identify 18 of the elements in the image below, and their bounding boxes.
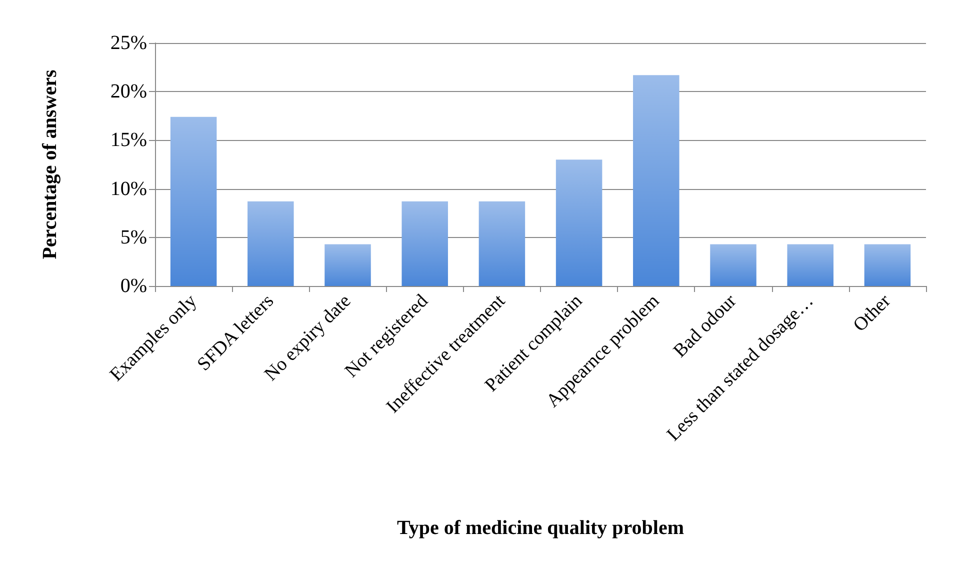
y-tick-label: 15% xyxy=(110,129,147,152)
bar xyxy=(324,244,371,286)
y-tick-label: 20% xyxy=(110,80,147,103)
y-tick-label: 5% xyxy=(120,226,147,248)
bar xyxy=(556,160,602,286)
bar xyxy=(864,244,911,286)
y-tick-label: 25% xyxy=(110,32,147,54)
bar xyxy=(478,201,526,286)
y-axis-title: Percentage of answers xyxy=(39,70,61,260)
y-tick-label: 0% xyxy=(120,275,147,297)
bar xyxy=(633,75,680,286)
y-tick-label: 10% xyxy=(110,178,147,200)
x-axis-title: Type of medicine quality problem xyxy=(396,517,684,539)
bar xyxy=(710,244,756,286)
bar xyxy=(170,116,217,286)
bar xyxy=(787,244,834,286)
bar xyxy=(248,201,294,286)
bar xyxy=(402,201,448,286)
